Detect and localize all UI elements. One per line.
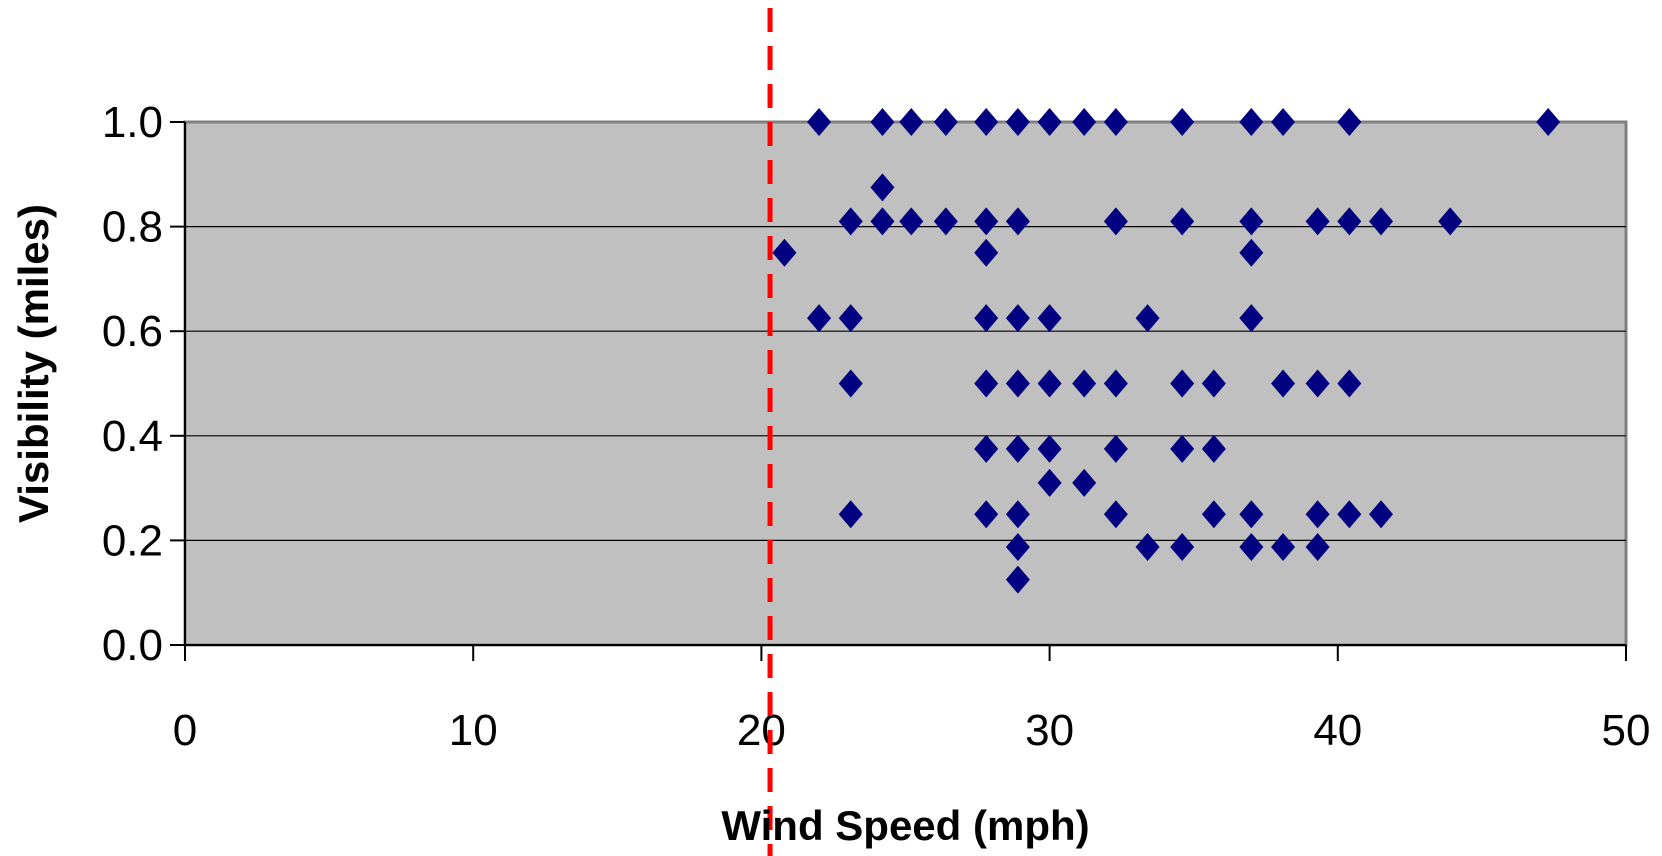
data-point [1103,500,1128,529]
y-tick-label: 0.0 [102,621,163,670]
data-point [1005,207,1030,236]
data-point [1305,500,1330,529]
y-axis-ticks: 0.0 0.2 0.4 0.6 0.8 1.0 [102,98,185,670]
data-point [838,500,863,529]
data-point [974,108,999,136]
axes [184,122,1626,646]
x-axis-title: Wind Speed (mph) [721,802,1089,849]
data-point [1170,369,1195,398]
data-point [899,108,924,136]
data-point [1037,468,1062,497]
data-point [974,434,999,463]
data-point [899,207,924,236]
data-point [1337,369,1362,398]
y-tick-label: 0.2 [102,516,163,565]
data-point [1005,565,1030,594]
x-tick-label: 0 [173,706,197,755]
data-point [1072,468,1097,497]
data-point [1438,207,1463,236]
data-point [772,238,797,267]
data-point [974,369,999,398]
data-point [1536,108,1561,136]
data-point [1103,369,1128,398]
data-point [838,304,863,333]
data-point [1170,207,1195,236]
data-point [974,500,999,529]
data-point [1239,207,1264,236]
y-tick-label: 0.8 [102,203,163,252]
data-point [807,304,832,333]
data-point [1337,108,1362,136]
data-point [1005,108,1030,136]
x-tick-label: 50 [1602,706,1651,755]
data-point [1005,500,1030,529]
x-axis-ticks: 0 10 20 30 40 50 [173,645,1651,755]
data-point [838,207,863,236]
data-point [1072,369,1097,398]
data-point [1103,434,1128,463]
data-point [1271,532,1296,561]
data-point [933,207,958,236]
y-tick-label: 1.0 [102,98,163,147]
x-tick-label: 30 [1025,706,1074,755]
data-point [1072,108,1097,136]
data-point [1037,434,1062,463]
data-point [1239,532,1264,561]
data-point [1337,500,1362,529]
y-tick-label: 0.4 [102,412,163,461]
data-point [1005,304,1030,333]
data-point [974,304,999,333]
data-point [838,369,863,398]
data-point [1271,108,1296,136]
data-point [1369,500,1394,529]
x-tick-label: 20 [737,706,786,755]
data-point [1037,108,1062,136]
x-tick-label: 10 [449,706,498,755]
data-point [870,173,895,202]
data-point [870,108,895,136]
data-points [772,108,1561,594]
data-point [1305,532,1330,561]
data-point [807,108,832,136]
data-point [1239,108,1264,136]
data-point [1201,434,1226,463]
data-point [974,238,999,267]
y-axis-title: Visibility (miles) [10,204,57,523]
data-point [1170,532,1195,561]
data-point [1135,532,1160,561]
data-point [1337,207,1362,236]
data-point [1037,369,1062,398]
data-point [974,207,999,236]
y-tick-label: 0.6 [102,307,163,356]
data-point [1201,369,1226,398]
data-point [1170,108,1195,136]
data-point [1239,304,1264,333]
data-point [1005,532,1030,561]
data-point [1201,500,1226,529]
data-point [1369,207,1394,236]
data-point [1239,238,1264,267]
data-point [1305,369,1330,398]
data-point [1005,434,1030,463]
data-point [870,207,895,236]
data-point [1239,500,1264,529]
data-point [1170,434,1195,463]
data-point [1135,304,1160,333]
data-point [1037,304,1062,333]
data-point [1103,207,1128,236]
data-point [1005,369,1030,398]
data-point [1305,207,1330,236]
plot-area [183,120,1628,647]
data-point [1271,369,1296,398]
data-point [1103,108,1128,136]
x-tick-label: 40 [1313,706,1362,755]
data-point [933,108,958,136]
